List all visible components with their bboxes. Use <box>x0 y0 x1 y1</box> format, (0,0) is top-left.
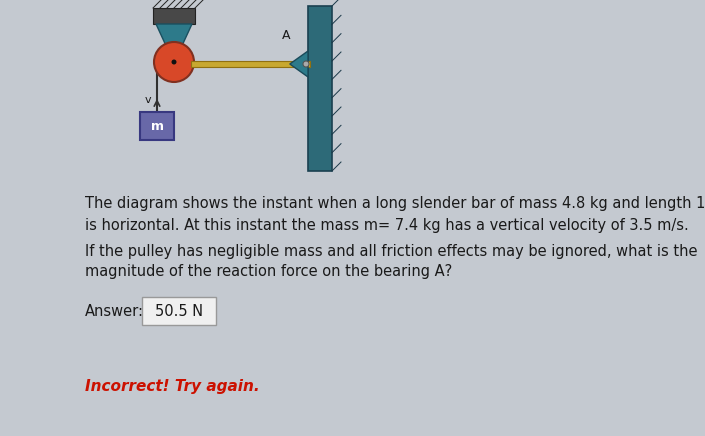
Text: magnitude of the reaction force on the bearing A?: magnitude of the reaction force on the b… <box>85 264 452 279</box>
Text: 50.5 N: 50.5 N <box>155 303 203 319</box>
Polygon shape <box>290 51 308 77</box>
Circle shape <box>154 42 194 82</box>
Text: is horizontal. At this instant the mass m= 7.4 kg has a vertical velocity of 3.5: is horizontal. At this instant the mass … <box>85 218 689 233</box>
Polygon shape <box>156 24 192 50</box>
Text: v: v <box>145 95 152 105</box>
Circle shape <box>303 61 309 67</box>
Text: The diagram shows the instant when a long slender bar of mass 4.8 kg and length : The diagram shows the instant when a lon… <box>85 196 705 211</box>
FancyBboxPatch shape <box>142 297 216 325</box>
Text: Incorrect! Try again.: Incorrect! Try again. <box>85 378 259 394</box>
Bar <box>191 61 310 67</box>
Circle shape <box>171 59 176 65</box>
Text: Answer:: Answer: <box>85 303 144 319</box>
Text: A: A <box>282 29 290 42</box>
Bar <box>308 6 332 171</box>
Bar <box>153 8 195 24</box>
Bar <box>140 112 174 140</box>
Text: m: m <box>150 119 164 133</box>
Text: If the pulley has negligible mass and all friction effects may be ignored, what : If the pulley has negligible mass and al… <box>85 244 697 259</box>
